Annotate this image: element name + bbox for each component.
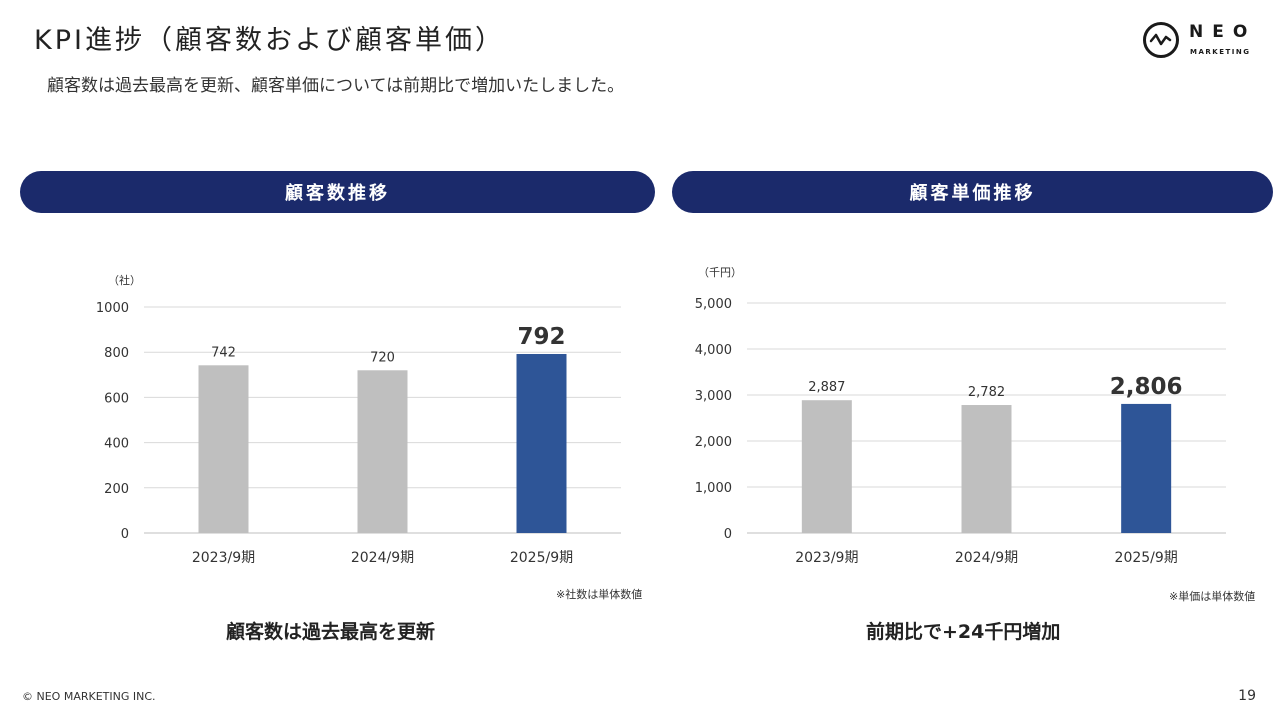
bar	[801, 400, 852, 533]
y-tick-label: 4,000	[695, 343, 732, 358]
y-unit-label: （千円）	[698, 266, 742, 279]
customer-price-note: ※単価は単体数値	[1169, 590, 1256, 603]
customer-count-note: ※社数は単体数値	[556, 588, 643, 601]
y-tick-label: 3,000	[695, 389, 732, 404]
data-label: 792	[517, 324, 565, 350]
data-label: 2,782	[968, 385, 1005, 400]
data-label: 2,887	[808, 380, 845, 395]
customer-count-chart: （社） 0 200 400 600 800 1000 742 2023/9期 720 2024/9期…	[96, 273, 621, 566]
y-tick-label: 2,000	[695, 435, 732, 450]
y-unit-label: （社）	[108, 273, 141, 287]
bar	[357, 370, 408, 533]
bar	[961, 405, 1012, 533]
bar	[198, 365, 249, 533]
logo-subtext: MARKETING	[1190, 48, 1251, 56]
y-tick-label: 200	[104, 482, 129, 497]
data-label: 2,806	[1110, 374, 1183, 400]
x-tick-label: 2024/9期	[955, 550, 1018, 566]
y-tick-label: 5,000	[695, 297, 732, 312]
data-label: 720	[370, 350, 395, 365]
customer-price-chart: （千円） 0 1,000 2,000 3,000 4,000 5,000 2,887 2023/…	[695, 266, 1226, 566]
bar	[1121, 403, 1172, 533]
data-label: 742	[211, 345, 236, 360]
y-tick-label: 1000	[96, 301, 129, 316]
customer-count-caption: 顧客数は過去最高を更新	[226, 621, 436, 643]
y-tick-label: 0	[121, 527, 129, 542]
bar	[516, 354, 567, 533]
page-number: 19	[1238, 688, 1256, 704]
neo-wave-logo-icon	[1143, 22, 1179, 58]
x-tick-label: 2024/9期	[351, 550, 414, 566]
y-tick-label: 400	[104, 437, 129, 452]
customer-price-heading: 顧客単価推移	[672, 171, 1273, 213]
logo-wordmark: NEO	[1189, 22, 1257, 42]
page-title: KPI進捗（顧客数および顧客単価）	[34, 25, 505, 56]
customer-price-caption: 前期比で+24千円増加	[866, 621, 1061, 643]
x-tick-label: 2023/9期	[795, 550, 858, 566]
x-tick-label: 2025/9期	[1115, 550, 1178, 566]
y-tick-label: 800	[104, 346, 129, 361]
x-tick-label: 2025/9期	[510, 550, 573, 566]
customer-count-heading: 顧客数推移	[20, 171, 655, 213]
copyright: © NEO MARKETING INC.	[22, 690, 156, 703]
x-tick-label: 2023/9期	[192, 550, 255, 566]
y-tick-label: 1,000	[695, 481, 732, 496]
wave-icon	[1149, 33, 1172, 46]
y-tick-label: 600	[104, 391, 129, 406]
page-subtitle: 顧客数は過去最高を更新、顧客単価については前期比で増加いたしました。	[47, 76, 625, 96]
company-logo: NEO MARKETING	[1143, 22, 1263, 62]
y-tick-label: 0	[724, 527, 732, 542]
